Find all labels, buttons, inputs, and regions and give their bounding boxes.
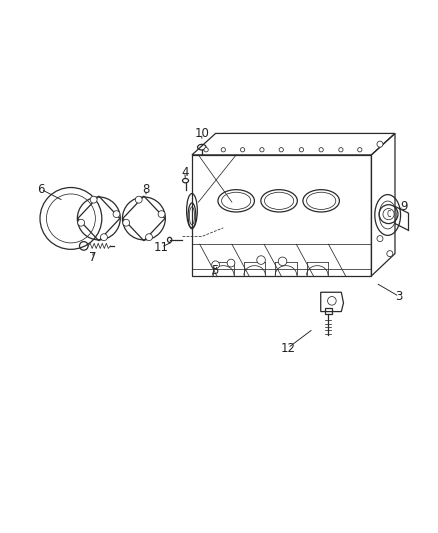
Text: 5: 5 bbox=[211, 264, 219, 277]
Circle shape bbox=[123, 219, 130, 226]
Text: 9: 9 bbox=[400, 200, 407, 213]
Text: 7: 7 bbox=[88, 252, 96, 264]
Text: 3: 3 bbox=[396, 290, 403, 303]
Circle shape bbox=[377, 236, 383, 241]
Circle shape bbox=[204, 148, 208, 152]
Circle shape bbox=[299, 148, 304, 152]
Circle shape bbox=[328, 296, 336, 305]
Circle shape bbox=[240, 148, 245, 152]
Circle shape bbox=[227, 259, 235, 267]
Circle shape bbox=[135, 196, 142, 203]
Circle shape bbox=[260, 148, 264, 152]
Circle shape bbox=[377, 141, 383, 147]
Circle shape bbox=[158, 211, 165, 217]
Circle shape bbox=[101, 234, 107, 240]
Circle shape bbox=[358, 148, 362, 152]
Circle shape bbox=[212, 261, 219, 269]
Text: 4: 4 bbox=[181, 166, 188, 179]
Text: 10: 10 bbox=[194, 127, 209, 140]
Text: 8: 8 bbox=[142, 183, 150, 196]
Circle shape bbox=[279, 148, 283, 152]
Text: C: C bbox=[386, 209, 391, 219]
Circle shape bbox=[90, 196, 97, 203]
Circle shape bbox=[78, 219, 85, 226]
Circle shape bbox=[221, 148, 226, 152]
Circle shape bbox=[257, 256, 265, 264]
Circle shape bbox=[113, 211, 120, 217]
Text: 6: 6 bbox=[37, 183, 45, 196]
Circle shape bbox=[387, 251, 393, 256]
Circle shape bbox=[339, 148, 343, 152]
Text: 11: 11 bbox=[154, 241, 169, 254]
Text: 12: 12 bbox=[280, 342, 295, 354]
Bar bbox=[325, 308, 332, 314]
Circle shape bbox=[278, 257, 287, 265]
Circle shape bbox=[319, 148, 323, 152]
Circle shape bbox=[145, 234, 152, 240]
